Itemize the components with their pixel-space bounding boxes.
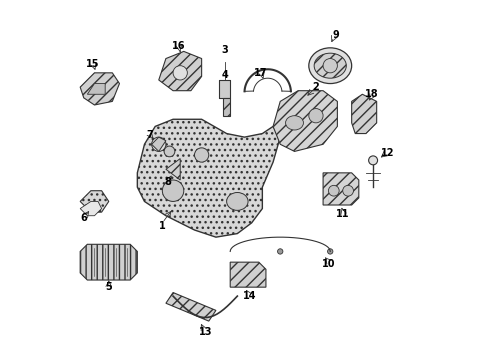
Polygon shape xyxy=(80,244,137,280)
Ellipse shape xyxy=(277,249,283,254)
Ellipse shape xyxy=(162,180,183,202)
Ellipse shape xyxy=(173,66,187,80)
Ellipse shape xyxy=(308,109,323,123)
Ellipse shape xyxy=(327,249,332,254)
Polygon shape xyxy=(219,80,230,98)
Polygon shape xyxy=(159,51,201,91)
Polygon shape xyxy=(165,158,180,180)
Text: 11: 11 xyxy=(335,209,349,219)
Polygon shape xyxy=(151,137,165,152)
Text: 7: 7 xyxy=(146,130,153,140)
Polygon shape xyxy=(223,98,230,116)
Text: 12: 12 xyxy=(380,148,393,158)
Ellipse shape xyxy=(226,193,247,210)
Polygon shape xyxy=(80,202,102,216)
Text: 6: 6 xyxy=(80,212,87,222)
Text: 1: 1 xyxy=(159,221,165,231)
Text: 17: 17 xyxy=(253,68,267,78)
Ellipse shape xyxy=(194,148,208,162)
Ellipse shape xyxy=(308,48,351,84)
Polygon shape xyxy=(351,94,376,134)
Ellipse shape xyxy=(313,53,346,78)
Polygon shape xyxy=(137,119,280,237)
Ellipse shape xyxy=(164,146,175,157)
Ellipse shape xyxy=(368,156,377,165)
Text: 15: 15 xyxy=(86,59,99,69)
Ellipse shape xyxy=(285,116,303,130)
Polygon shape xyxy=(80,73,119,105)
Text: 10: 10 xyxy=(321,259,334,269)
Text: 2: 2 xyxy=(312,82,319,92)
Text: 5: 5 xyxy=(105,282,112,292)
Text: 4: 4 xyxy=(221,69,228,80)
Text: 16: 16 xyxy=(171,41,185,51)
Polygon shape xyxy=(87,84,105,94)
Polygon shape xyxy=(165,293,216,321)
Ellipse shape xyxy=(342,185,353,196)
Polygon shape xyxy=(80,191,108,212)
Polygon shape xyxy=(272,91,337,152)
Polygon shape xyxy=(323,173,358,205)
Text: 9: 9 xyxy=(331,30,338,40)
Text: 8: 8 xyxy=(164,177,171,187)
Text: 3: 3 xyxy=(221,45,228,55)
Ellipse shape xyxy=(151,137,165,152)
Ellipse shape xyxy=(328,185,339,196)
Polygon shape xyxy=(230,262,265,287)
Text: 18: 18 xyxy=(364,89,377,99)
Text: 13: 13 xyxy=(198,327,211,337)
Ellipse shape xyxy=(323,59,337,73)
Text: 14: 14 xyxy=(243,291,256,301)
